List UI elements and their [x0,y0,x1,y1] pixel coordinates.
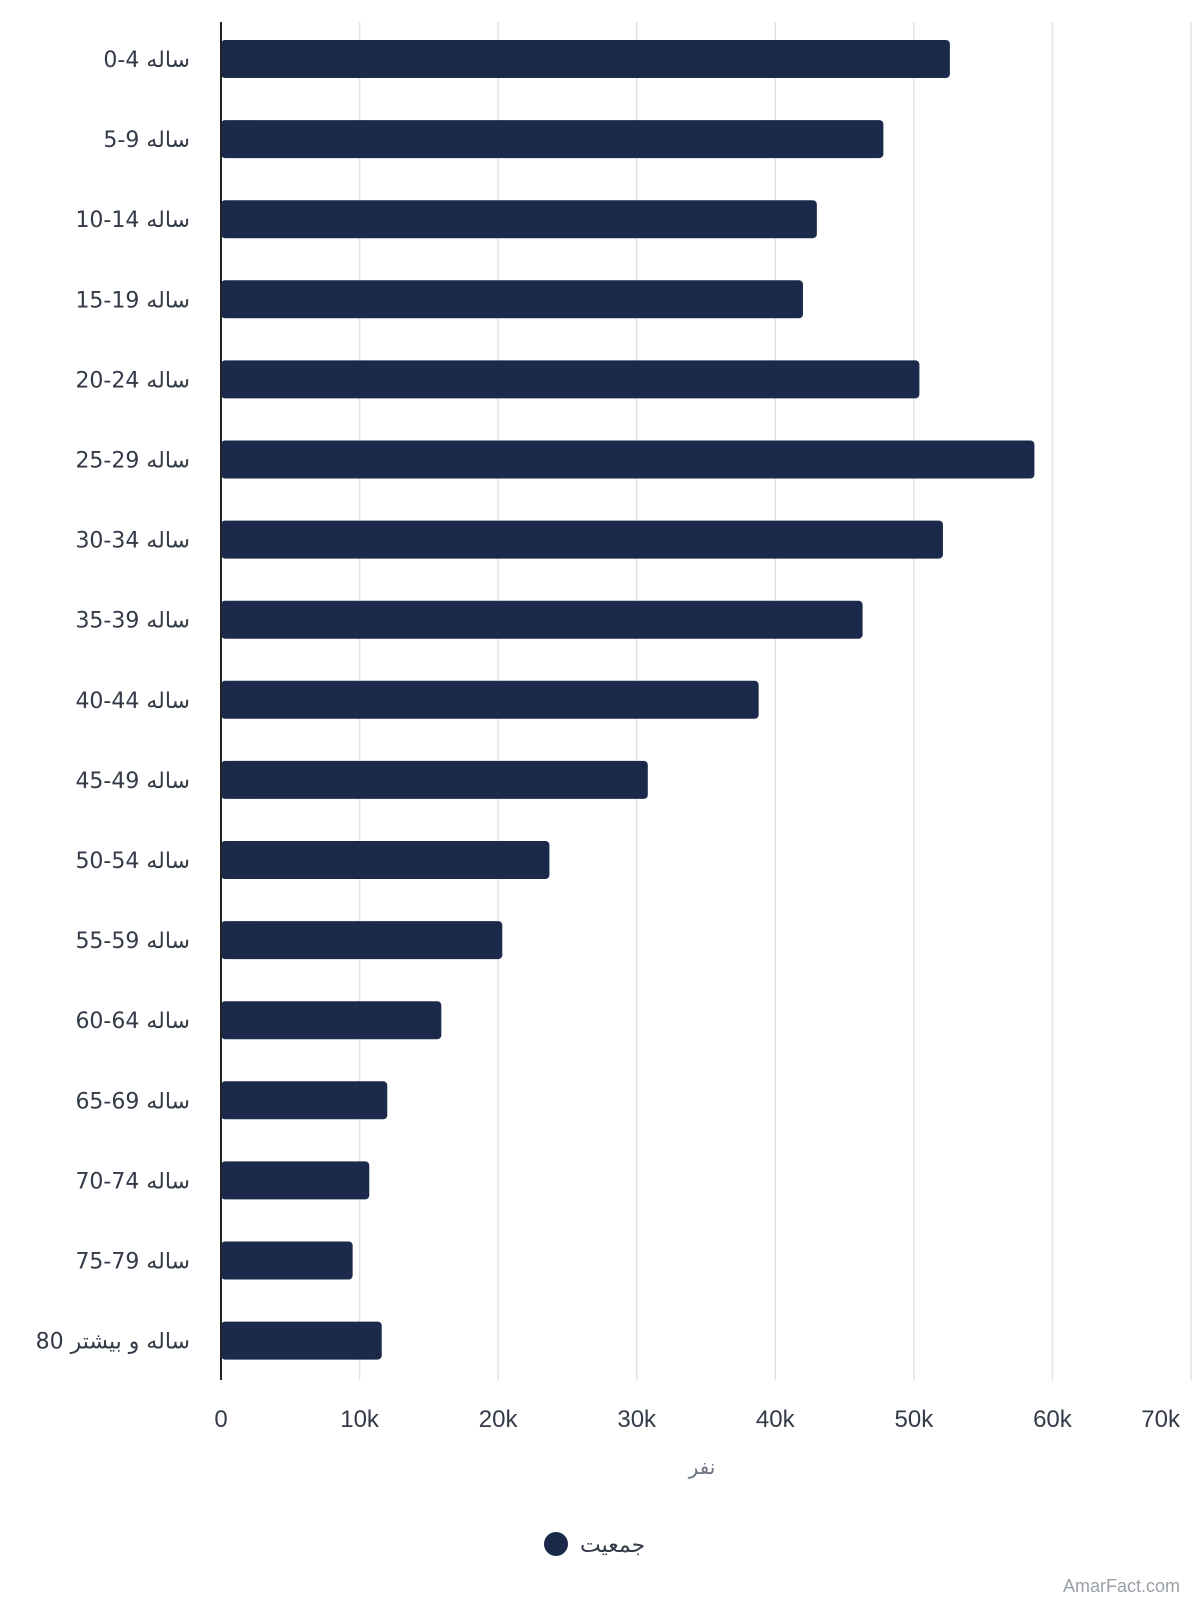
category-label: 35-39 ساله [75,609,190,634]
bar[interactable] [221,120,884,159]
bar[interactable] [221,40,950,78]
bar[interactable] [221,1001,442,1040]
category-label: 5-9 ساله [103,128,190,153]
bar[interactable] [221,841,550,879]
category-label: 65-69 ساله [75,1089,190,1114]
x-tick-label: 70k [1141,1406,1181,1433]
bar[interactable] [221,440,1035,479]
category-label: 30-34 ساله [75,529,190,554]
category-label: 50-54 ساله [75,849,190,874]
bar[interactable] [221,280,803,319]
watermark: AmarFact.com [1063,1576,1180,1596]
bar[interactable] [221,200,817,239]
category-labels: 0-4 ساله 5-9 ساله 10-14 ساله 15-19 ساله 20-2… [36,48,190,1355]
legend-marker [544,1532,568,1556]
bar[interactable] [221,520,943,559]
bars [221,40,1035,1360]
x-tick-label: 0 [214,1406,227,1433]
legend-label: جمعیت [580,1533,645,1558]
category-label: 80 ساله و بیشتر [36,1330,190,1355]
x-tick-labels: 0 10k 20k 30k 40k 50k 60k 70k [214,1406,1181,1433]
x-tick-label: 40k [756,1406,796,1433]
category-label: 40-44 ساله [75,689,190,714]
category-label: 25-29 ساله [75,449,190,474]
bar[interactable] [221,1081,388,1120]
bar[interactable] [221,760,648,799]
x-tick-label: 30k [617,1406,657,1433]
bar[interactable] [221,360,920,399]
category-label: 60-64 ساله [75,1009,190,1034]
x-tick-label: 10k [340,1406,380,1433]
bar[interactable] [221,600,863,639]
bar[interactable] [221,1241,353,1280]
bar[interactable] [221,921,503,960]
category-label: 70-74 ساله [75,1169,190,1194]
legend[interactable]: جمعیت [544,1532,645,1558]
bar[interactable] [221,1161,370,1200]
category-label: 20-24 ساله [75,368,190,393]
bar[interactable] [221,1321,382,1360]
x-axis-title: نفر [688,1455,716,1479]
x-tick-label: 60k [1033,1406,1073,1433]
category-label: 55-59 ساله [75,929,190,954]
bar[interactable] [221,680,759,719]
category-label: 15-19 ساله [75,288,190,313]
category-label: 45-49 ساله [75,769,190,794]
x-tick-label: 20k [479,1406,519,1433]
category-label: 75-79 ساله [75,1250,190,1275]
category-label: 0-4 ساله [103,48,190,73]
x-tick-label: 50k [895,1406,935,1433]
category-label: 10-14 ساله [75,208,190,233]
